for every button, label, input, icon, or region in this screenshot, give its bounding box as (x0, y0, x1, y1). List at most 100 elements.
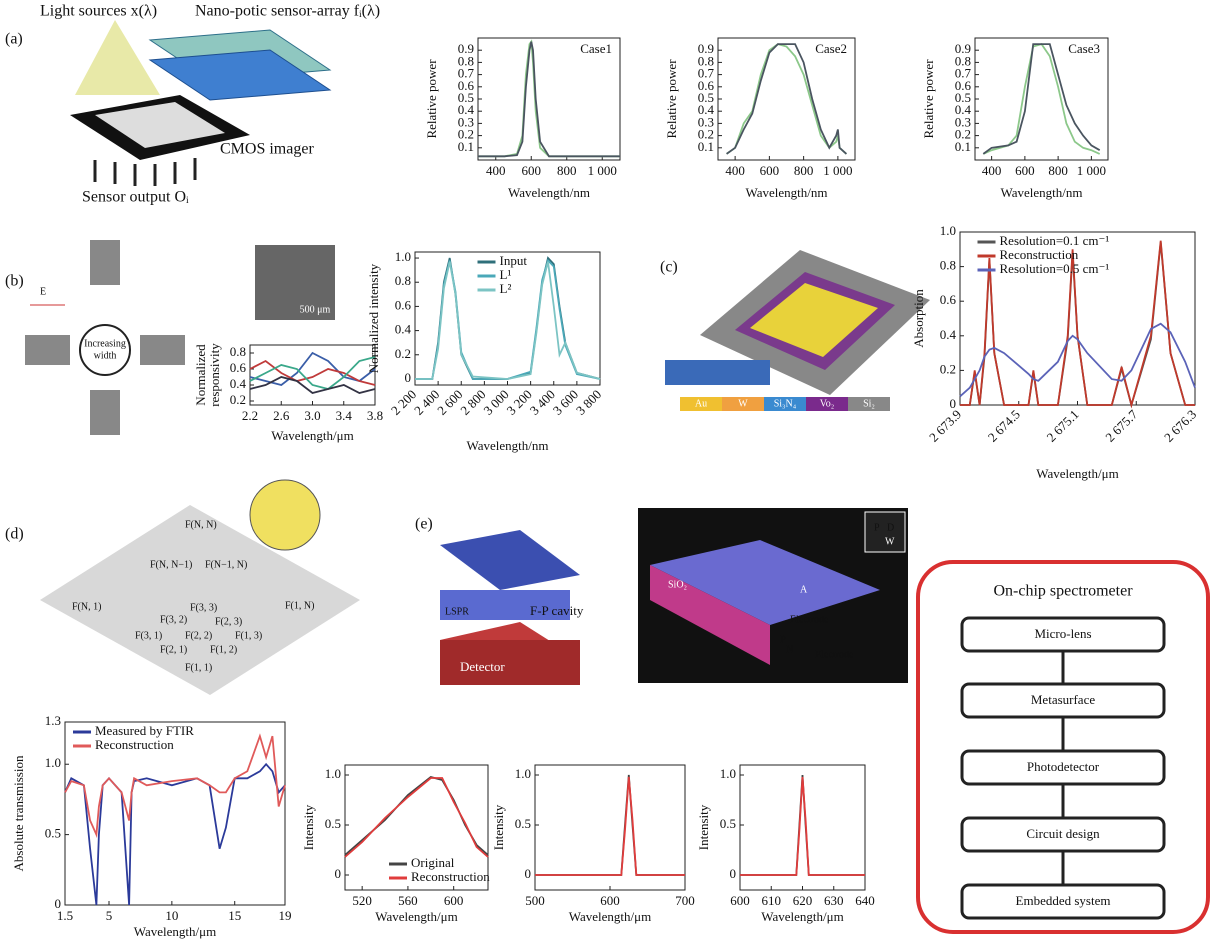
y-tick-label: 0.6 (698, 78, 715, 93)
x-tick-label: 600 (730, 893, 750, 908)
cell-label: F(2, 3) (215, 616, 242, 627)
diagram-label: A (800, 584, 808, 595)
y-tick-label: 0.6 (230, 360, 247, 375)
y-tick-label: 1.0 (515, 766, 531, 781)
panel-label: (a) (5, 31, 23, 48)
legend-label: L² (500, 281, 512, 296)
legend-label: Reconstruction (95, 737, 174, 752)
y-tick-label: 0.5 (698, 90, 714, 105)
y-tick-label: 0.6 (458, 78, 475, 93)
flow-step-label: Metasurface (1031, 692, 1095, 707)
legend-label: Input (500, 253, 528, 268)
x-tick-label: 3.4 (336, 408, 353, 423)
series-line (740, 776, 865, 876)
arm (90, 390, 120, 435)
y-tick-label: 0.4 (458, 102, 475, 117)
y-tick-label: 0.8 (698, 53, 714, 68)
legend-label: Reconstruction (1000, 247, 1079, 262)
cell-label: F(1, 1) (185, 662, 212, 673)
series-line (726, 43, 848, 155)
x-tick-label: 640 (855, 893, 875, 908)
diagram-label: W (885, 536, 895, 547)
legend-label: Resolution=0.5 cm⁻¹ (1000, 261, 1110, 276)
cell-label: F(N, 1) (72, 601, 101, 612)
y-axis-label: Normalized intensity (366, 263, 381, 373)
x-tick-label: 630 (824, 893, 844, 908)
output-arrows (93, 158, 197, 186)
diagram-label: Detector (460, 659, 505, 674)
y-tick-label: 0 (405, 370, 412, 385)
inset (864, 511, 906, 553)
x-tick-label: 1 000 (823, 163, 852, 178)
flowchart-title: On-chip spectrometer (993, 583, 1133, 600)
y-tick-label: 0.6 (955, 78, 972, 93)
legend-swatch (722, 397, 764, 411)
y-tick-label: 0.4 (698, 102, 715, 117)
series-line (982, 43, 1101, 155)
annotation: Case1 (580, 41, 612, 56)
cell-label: F(3, 1) (135, 630, 162, 641)
y-tick-label: 1.0 (45, 755, 61, 770)
y-tick-label: 0 (335, 866, 342, 881)
diagram-label: P (874, 522, 880, 533)
x-tick-label: 2 675.1 (1044, 407, 1082, 445)
device-side (650, 565, 770, 665)
flow-step (960, 682, 1166, 719)
diagram-label: LSPR (445, 606, 469, 617)
detector (440, 640, 580, 685)
legend-label: Reconstruction (411, 869, 490, 884)
x-tick-label: 600 (1015, 163, 1035, 178)
x-axis-label: Wavelength/nm (746, 185, 828, 200)
cell-label: F(3, 2) (160, 614, 187, 625)
filter-layer (148, 49, 332, 101)
plot-frame (344, 764, 489, 891)
x-tick-label: 600 (444, 893, 464, 908)
y-tick-label: 1.0 (940, 223, 956, 238)
diagram-label: D (887, 522, 894, 533)
y-tick-label: 0.4 (230, 376, 247, 391)
y-tick-label: 0.4 (940, 327, 957, 342)
y-axis-label: Normalized (193, 344, 208, 406)
y-axis-label: Absolute transmission (11, 755, 26, 871)
legend-label: Si₃N₄ (774, 398, 797, 409)
cell-label: F(1, 2) (210, 644, 237, 655)
x-tick-label: 2 800 (457, 387, 488, 418)
flow-step-label: Circuit design (1026, 826, 1100, 841)
panel-d-diagram: (d) F(N, N) F(N, N−1) F(N−1, N) F(N, 1) … (5, 479, 360, 695)
cavity (440, 590, 570, 620)
plot-frame (477, 37, 621, 161)
cell-label: F(N−1, N) (205, 559, 247, 570)
series-line (64, 733, 286, 839)
y-tick-label: 1.0 (325, 766, 341, 781)
plane (40, 505, 360, 695)
x-tick-label: 600 (600, 893, 620, 908)
x-tick-label: 10 (165, 908, 178, 923)
y-tick-label: 1.0 (720, 766, 736, 781)
y-axis-label: Relative power (424, 59, 439, 139)
x-tick-label: 400 (982, 163, 1002, 178)
x-tick-label: 3 800 (573, 387, 604, 418)
legend-label: L¹ (500, 267, 512, 282)
flow-step (960, 616, 1166, 653)
series-line (960, 240, 1195, 409)
y-tick-label: 0.4 (955, 102, 972, 117)
y-tick-label: 0 (950, 396, 957, 411)
series-line (982, 43, 1101, 155)
y-tick-label: 0.2 (698, 127, 714, 142)
series-line (959, 322, 1196, 398)
material-legend: Au W Si₃N₄ Vo₂ Si₂ (680, 397, 890, 411)
diagram-label: Light sources x(λ) (40, 3, 157, 20)
diagram-label: P (780, 634, 786, 645)
y-tick-label: 0.1 (458, 139, 474, 154)
x-tick-label: 2 674.5 (985, 407, 1023, 445)
y-tick-label: 0.5 (458, 90, 474, 105)
x-tick-label: 19 (279, 908, 292, 923)
y-tick-label: 0.4 (395, 322, 412, 337)
device-top (650, 540, 880, 625)
x-tick-label: 2 676.3 (1161, 407, 1199, 445)
legend-swatch (848, 397, 890, 411)
series-line (249, 376, 376, 394)
y-axis-label: Relative power (921, 59, 936, 139)
legend-label: Si₂ (863, 398, 875, 409)
panel-label: (b) (5, 273, 24, 290)
